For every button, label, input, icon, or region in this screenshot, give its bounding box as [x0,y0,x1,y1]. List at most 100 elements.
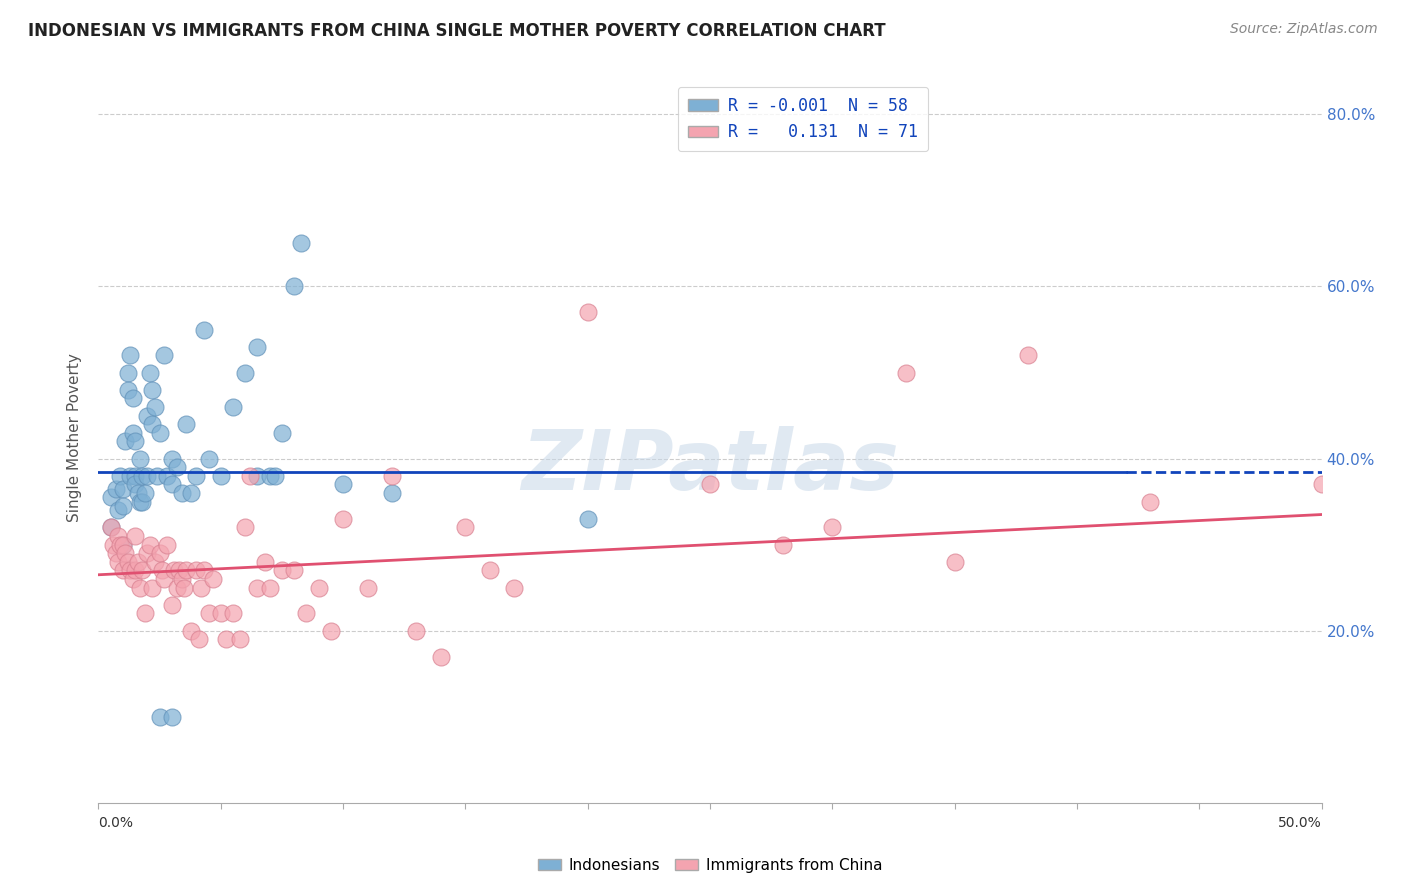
Point [222,607,245,621]
Point [100,520,122,534]
Point [107,529,129,543]
Point [129,451,152,466]
Point [943,555,966,569]
Point [253,555,276,569]
Point [143,400,166,414]
Point [246,468,269,483]
Point [190,581,212,595]
Point [209,607,232,621]
Point [100,520,122,534]
Point [124,468,146,483]
Point [134,607,156,621]
Point [478,564,501,578]
Point [149,546,172,560]
Point [153,348,176,362]
Legend: Indonesians, Immigrants from China: Indonesians, Immigrants from China [531,852,889,880]
Point [136,409,159,423]
Point [156,538,179,552]
Point [114,434,136,449]
Point [170,572,193,586]
Point [454,520,477,534]
Point [197,607,219,621]
Text: 50.0%: 50.0% [1278,816,1322,830]
Point [259,468,281,483]
Point [308,581,330,595]
Point [131,564,153,578]
Point [430,649,453,664]
Point [283,564,305,578]
Point [110,468,132,483]
Point [332,512,354,526]
Point [131,468,153,483]
Point [187,632,209,647]
Point [270,425,294,440]
Point [209,468,232,483]
Point [356,581,378,595]
Point [111,499,134,513]
Point [894,366,917,380]
Point [270,564,294,578]
Point [1310,477,1333,491]
Point [117,366,139,380]
Point [259,581,281,595]
Point [134,486,156,500]
Point [111,538,134,552]
Point [129,494,152,508]
Point [160,451,183,466]
Point [166,581,188,595]
Point [173,581,195,595]
Point [124,529,146,543]
Point [117,383,139,397]
Point [136,546,159,560]
Text: Source: ZipAtlas.com: Source: ZipAtlas.com [1230,22,1378,37]
Point [186,468,208,483]
Point [136,468,159,483]
Point [246,340,269,354]
Point [166,460,188,475]
Point [233,366,256,380]
Point [202,572,225,586]
Point [120,468,142,483]
Point [139,538,162,552]
Point [186,564,208,578]
Point [197,451,219,466]
Text: 0.0%: 0.0% [98,816,134,830]
Point [214,632,236,647]
Point [107,555,129,569]
Point [129,581,152,595]
Point [246,581,269,595]
Point [290,236,312,251]
Point [117,555,139,569]
Point [121,425,143,440]
Point [111,564,134,578]
Point [127,555,149,569]
Y-axis label: Single Mother Poverty: Single Mother Poverty [67,352,83,522]
Point [163,564,186,578]
Point [576,305,599,319]
Point [141,383,163,397]
Point [699,477,721,491]
Point [114,546,136,560]
Point [176,564,198,578]
Point [104,546,127,560]
Point [319,624,342,638]
Point [141,581,163,595]
Point [193,322,215,336]
Point [121,572,143,586]
Point [111,538,134,552]
Point [104,482,127,496]
Point [381,468,404,483]
Point [180,624,202,638]
Point [141,417,163,432]
Point [295,607,318,621]
Point [160,710,183,724]
Point [180,486,202,500]
Point [149,710,172,724]
Point [381,486,404,500]
Point [127,486,149,500]
Point [772,538,794,552]
Point [120,348,142,362]
Point [1139,494,1161,508]
Point [176,417,198,432]
Point [1017,348,1039,362]
